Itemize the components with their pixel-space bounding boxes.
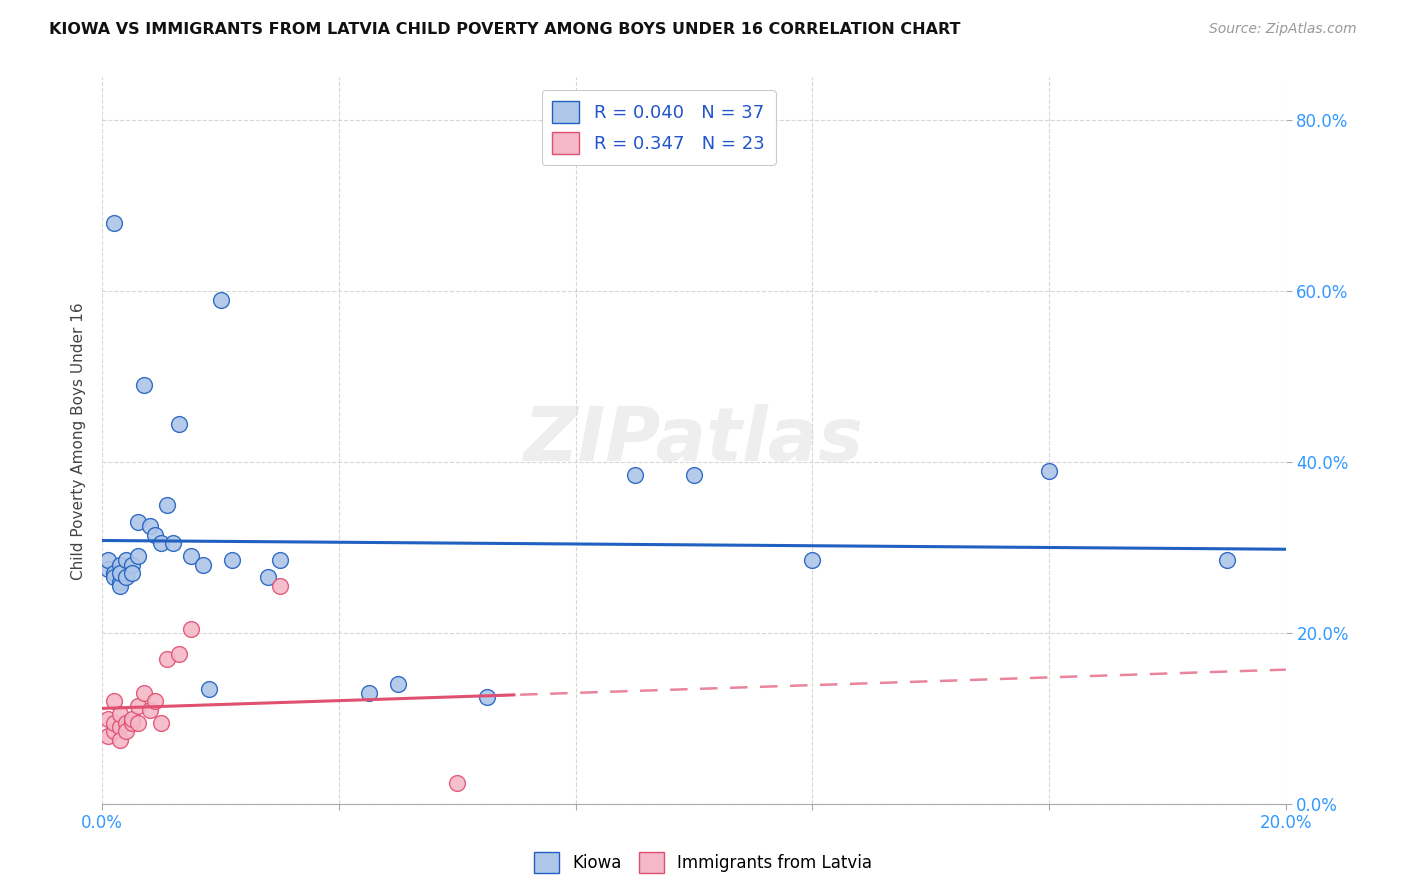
Point xyxy=(103,715,125,730)
Point xyxy=(167,648,190,662)
Point xyxy=(138,703,160,717)
Point xyxy=(121,566,143,581)
Point xyxy=(156,498,179,512)
Point xyxy=(269,553,291,567)
Text: Source: ZipAtlas.com: Source: ZipAtlas.com xyxy=(1209,22,1357,37)
Point xyxy=(115,724,138,739)
Point xyxy=(108,720,131,734)
Point xyxy=(446,775,468,789)
Point xyxy=(221,553,243,567)
Point xyxy=(127,715,149,730)
Point xyxy=(115,715,138,730)
Point xyxy=(197,681,219,696)
Point xyxy=(191,558,214,572)
Point xyxy=(387,677,409,691)
Legend: Kiowa, Immigrants from Latvia: Kiowa, Immigrants from Latvia xyxy=(527,846,879,880)
Point xyxy=(97,562,120,576)
Point xyxy=(108,566,131,581)
Point xyxy=(121,715,143,730)
Point xyxy=(108,579,131,593)
Point xyxy=(127,698,149,713)
Point xyxy=(132,378,155,392)
Point xyxy=(108,574,131,589)
Text: KIOWA VS IMMIGRANTS FROM LATVIA CHILD POVERTY AMONG BOYS UNDER 16 CORRELATION CH: KIOWA VS IMMIGRANTS FROM LATVIA CHILD PO… xyxy=(49,22,960,37)
Point xyxy=(683,467,706,482)
Point xyxy=(108,707,131,722)
Point xyxy=(121,558,143,572)
Point xyxy=(132,686,155,700)
Point xyxy=(108,732,131,747)
Point xyxy=(209,293,232,307)
Point xyxy=(180,622,202,636)
Point xyxy=(138,519,160,533)
Point xyxy=(97,729,120,743)
Point xyxy=(475,690,498,705)
Point xyxy=(103,216,125,230)
Point xyxy=(257,570,280,584)
Point xyxy=(162,536,184,550)
Y-axis label: Child Poverty Among Boys Under 16: Child Poverty Among Boys Under 16 xyxy=(72,301,86,580)
Point xyxy=(103,570,125,584)
Point xyxy=(150,715,173,730)
Point xyxy=(127,515,149,529)
Point xyxy=(801,553,824,567)
Point xyxy=(269,579,291,593)
Point xyxy=(150,536,173,550)
Point xyxy=(115,553,138,567)
Point xyxy=(97,712,120,726)
Point xyxy=(1038,464,1060,478)
Point xyxy=(145,527,167,541)
Point xyxy=(103,694,125,708)
Point xyxy=(121,712,143,726)
Point xyxy=(127,549,149,563)
Text: ZIPatlas: ZIPatlas xyxy=(524,404,865,477)
Point xyxy=(103,566,125,581)
Point xyxy=(624,467,647,482)
Legend: R = 0.040   N = 37, R = 0.347   N = 23: R = 0.040 N = 37, R = 0.347 N = 23 xyxy=(541,90,776,165)
Point xyxy=(156,651,179,665)
Point xyxy=(108,558,131,572)
Point xyxy=(180,549,202,563)
Point xyxy=(145,694,167,708)
Point xyxy=(1215,553,1237,567)
Point xyxy=(357,686,380,700)
Point xyxy=(167,417,190,431)
Point xyxy=(115,570,138,584)
Point xyxy=(103,724,125,739)
Point xyxy=(97,553,120,567)
